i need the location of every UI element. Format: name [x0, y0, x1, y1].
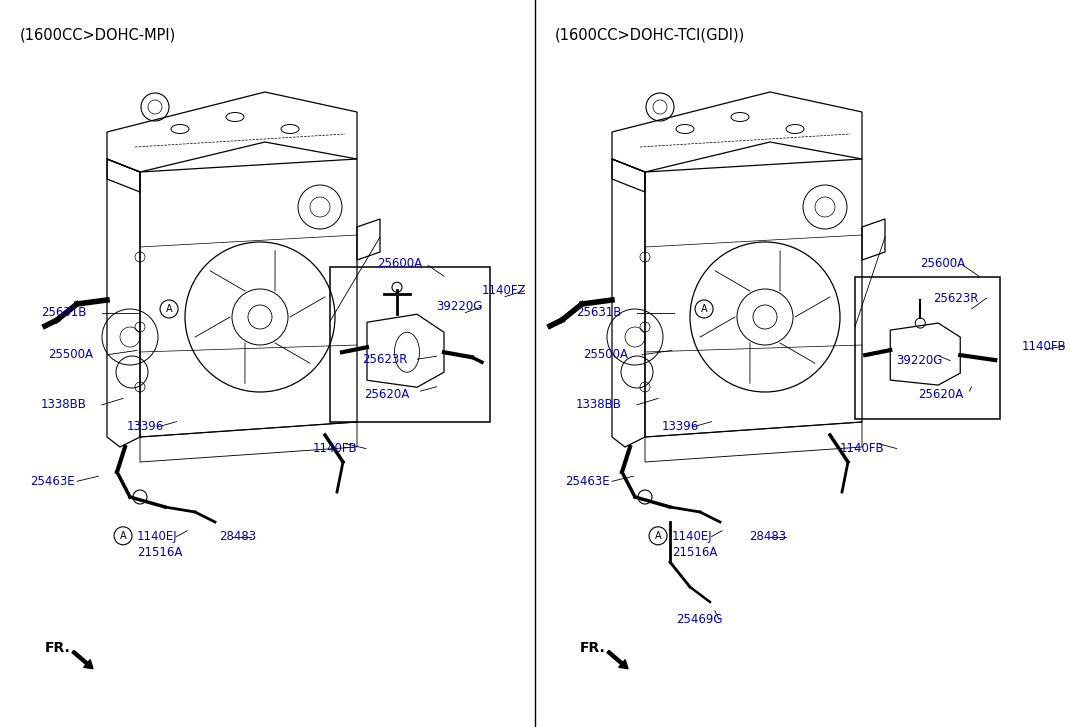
- Text: 1338BB: 1338BB: [41, 398, 87, 411]
- FancyArrow shape: [72, 651, 93, 669]
- Text: A: A: [655, 531, 661, 541]
- Text: 25631B: 25631B: [41, 306, 86, 319]
- Text: (1600CC>DOHC-MPI): (1600CC>DOHC-MPI): [19, 28, 175, 43]
- Text: 1140FB: 1140FB: [312, 442, 357, 455]
- Text: 13396: 13396: [661, 420, 699, 433]
- Text: 25500A: 25500A: [48, 348, 93, 361]
- Text: 39220G: 39220G: [437, 300, 483, 313]
- Text: 28483: 28483: [749, 530, 786, 543]
- Text: 1140EJ: 1140EJ: [137, 530, 178, 543]
- Text: 1338BB: 1338BB: [576, 398, 622, 411]
- Text: 25620A: 25620A: [918, 387, 963, 401]
- Text: 25463E: 25463E: [565, 475, 610, 488]
- Text: (1600CC>DOHC-TCI(GDI)): (1600CC>DOHC-TCI(GDI)): [554, 28, 745, 43]
- Text: 1140FZ: 1140FZ: [482, 284, 526, 297]
- Text: FR.: FR.: [45, 641, 71, 656]
- Text: 25463E: 25463E: [30, 475, 75, 488]
- Text: 25600A: 25600A: [377, 257, 422, 270]
- Text: 13396: 13396: [126, 420, 164, 433]
- Text: 25600A: 25600A: [920, 257, 965, 270]
- Text: A: A: [701, 304, 707, 314]
- Text: FR.: FR.: [580, 641, 606, 656]
- Text: 1140FB: 1140FB: [1022, 340, 1067, 353]
- Text: 25623R: 25623R: [362, 353, 407, 366]
- Text: A: A: [120, 531, 126, 541]
- Text: 1140EJ: 1140EJ: [672, 530, 713, 543]
- Bar: [330, 267, 490, 422]
- Text: 25620A: 25620A: [364, 387, 409, 401]
- Text: A: A: [166, 304, 172, 314]
- Text: 25631B: 25631B: [576, 306, 621, 319]
- Text: 1140FB: 1140FB: [840, 442, 885, 455]
- Text: 21516A: 21516A: [137, 546, 182, 559]
- Text: 25469G: 25469G: [676, 613, 722, 626]
- Text: 28483: 28483: [219, 530, 257, 543]
- FancyArrow shape: [607, 651, 628, 669]
- Text: 21516A: 21516A: [672, 546, 717, 559]
- Bar: [855, 277, 1000, 419]
- Text: 25500A: 25500A: [583, 348, 628, 361]
- Text: 25623R: 25623R: [933, 292, 978, 305]
- Text: 39220G: 39220G: [897, 354, 943, 367]
